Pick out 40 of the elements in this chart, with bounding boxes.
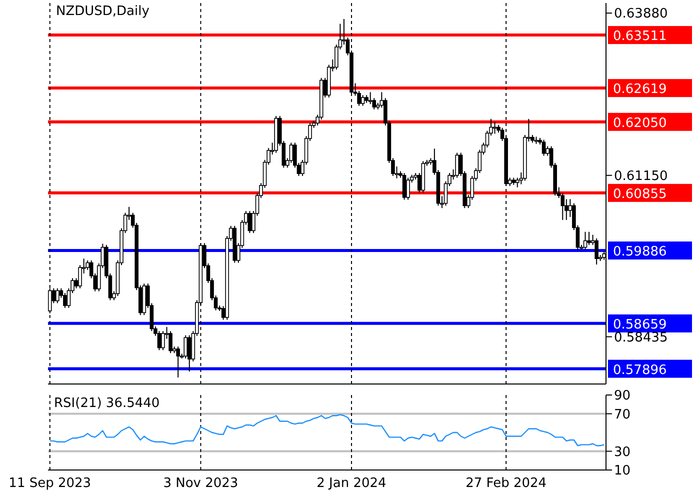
y-tick-label: 10 [614, 464, 631, 479]
candlestick [187, 334, 192, 372]
candlestick [184, 334, 188, 359]
chart-title: RSI(21) 36.5440 [54, 396, 160, 411]
x-tick-label: 3 Nov 2023 [163, 476, 238, 492]
candlestick [583, 231, 588, 250]
line-series [49, 414, 605, 446]
candlestick [161, 330, 165, 351]
candlestick [248, 210, 252, 234]
candlestick [168, 330, 172, 354]
y-tick-label: 30 [614, 444, 631, 460]
candlestick [289, 142, 294, 164]
y-tick-label: 0.63880 [614, 6, 668, 22]
candlestick [406, 177, 410, 200]
y-tick-label: 0.61150 [614, 168, 668, 184]
x-tick-label: 27 Feb 2024 [466, 476, 547, 492]
ref-line-label: 0.60855 [613, 186, 667, 202]
y-tick-label: 90 [614, 388, 631, 404]
candlestick [402, 172, 406, 200]
chart-title: NZDUSD,Daily [56, 4, 150, 19]
y-tick-label: 70 [614, 407, 631, 422]
candlestick [176, 346, 180, 378]
candlestick [594, 238, 598, 266]
candlestick [157, 330, 162, 351]
ref-line-label: 0.63511 [613, 29, 667, 44]
candlestick [360, 94, 365, 106]
y-tick-label: 0.58435 [614, 330, 668, 346]
ref-line-label: 0.62619 [613, 82, 667, 98]
candlestick [63, 292, 67, 308]
ref-line-label: 0.62050 [613, 116, 667, 131]
candlestick [455, 152, 459, 178]
candlestick [542, 139, 546, 156]
ref-line-label: 0.59886 [613, 244, 667, 260]
candlestick [587, 231, 591, 246]
ref-line-label: 0.57896 [613, 362, 667, 378]
x-tick-label: 2 Jan 2024 [316, 476, 386, 492]
candlestick [56, 288, 60, 304]
x-tick-label: 11 Sep 2023 [8, 476, 92, 492]
ref-line-label: 0.58659 [613, 317, 667, 332]
candlestick [368, 92, 372, 105]
